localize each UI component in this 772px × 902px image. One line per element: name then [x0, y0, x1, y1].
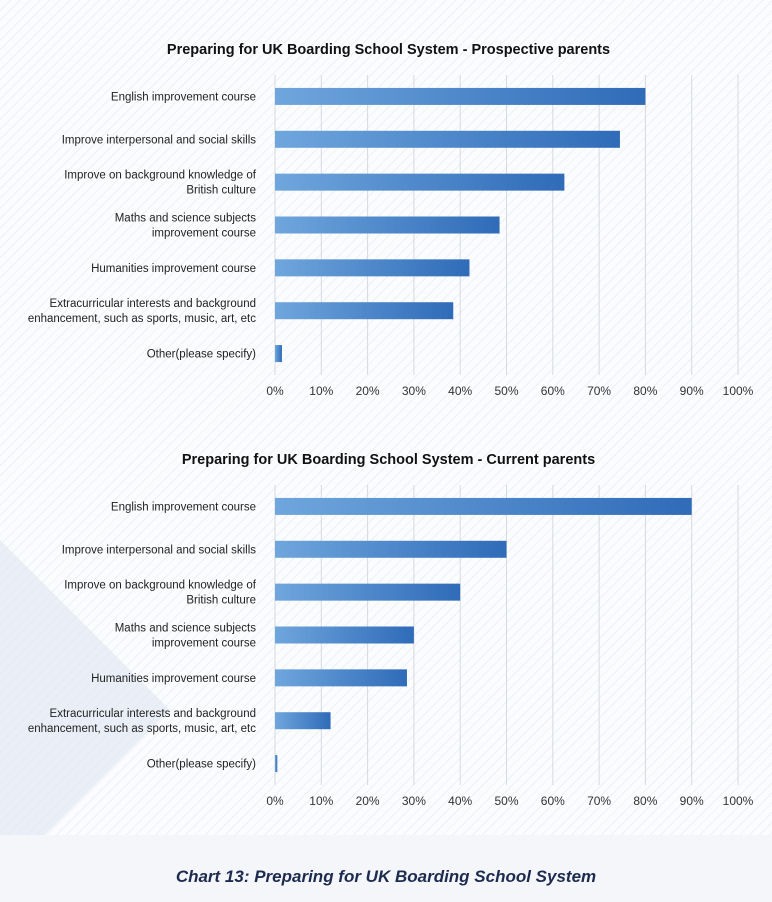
- category-label: Extracurricular interests and background…: [28, 708, 256, 735]
- category-label: Improve interpersonal and social skills: [62, 134, 257, 146]
- x-tick-label: 50%: [494, 794, 518, 808]
- x-tick-label: 20%: [356, 384, 380, 398]
- category-label: Humanities improvement course: [91, 263, 256, 275]
- x-tick-label: 0%: [266, 384, 284, 398]
- chart-svg: Preparing for UK Boarding School System …: [28, 42, 754, 398]
- x-tick-label: 0%: [266, 794, 284, 808]
- x-tick-label: 40%: [448, 794, 472, 808]
- x-tick-label: 30%: [402, 794, 426, 808]
- bar: [275, 259, 470, 277]
- bar: [275, 583, 461, 601]
- chart-title: Preparing for UK Boarding School System …: [167, 42, 610, 58]
- current-parents-chart: Preparing for UK Boarding School System …: [0, 440, 772, 840]
- x-tick-label: 100%: [723, 794, 754, 808]
- x-tick-label: 90%: [680, 384, 704, 398]
- category-label: Maths and science subjects improvement co…: [115, 213, 257, 240]
- bar: [275, 669, 407, 687]
- bar: [275, 130, 620, 148]
- chart-caption: Chart 13: Preparing for UK Boarding Scho…: [175, 867, 597, 886]
- x-tick-label: 30%: [402, 384, 426, 398]
- bar: [275, 540, 507, 558]
- x-tick-label: 10%: [309, 794, 333, 808]
- bar: [275, 87, 646, 105]
- category-label: Improve on background knowledge of Britis…: [64, 170, 257, 197]
- x-tick-label: 90%: [680, 794, 704, 808]
- bar: [275, 626, 414, 644]
- category-label: Other(please specify): [147, 349, 256, 361]
- decorative-shape: [0, 540, 170, 880]
- x-tick-label: 60%: [541, 384, 565, 398]
- bar: [275, 216, 500, 234]
- x-tick-label: 100%: [723, 384, 754, 398]
- category-label: Extracurricular interests and background…: [28, 298, 256, 325]
- chart-title: Preparing for UK Boarding School System …: [182, 452, 595, 468]
- category-label: Maths and science subjects improvement co…: [115, 623, 257, 650]
- x-tick-label: 50%: [494, 384, 518, 398]
- caption-strip: [0, 835, 772, 902]
- bar: [275, 173, 565, 191]
- bar: [275, 345, 282, 363]
- x-tick-label: 80%: [633, 794, 657, 808]
- bar: [275, 755, 278, 773]
- x-tick-label: 60%: [541, 794, 565, 808]
- bar: [275, 712, 331, 730]
- x-tick-label: 20%: [356, 794, 380, 808]
- x-tick-label: 10%: [309, 384, 333, 398]
- chart-svg: Preparing for UK Boarding School System …: [28, 452, 754, 808]
- category-label: English improvement course: [111, 91, 256, 103]
- x-tick-label: 70%: [587, 384, 611, 398]
- x-tick-label: 40%: [448, 384, 472, 398]
- bar: [275, 497, 692, 515]
- category-label: Humanities improvement course: [91, 673, 256, 685]
- bar: [275, 302, 454, 320]
- category-label: Improve interpersonal and social skills: [62, 544, 257, 556]
- x-tick-label: 70%: [587, 794, 611, 808]
- category-label: Improve on background knowledge of Britis…: [64, 580, 257, 607]
- category-label: English improvement course: [111, 501, 256, 513]
- x-tick-label: 80%: [633, 384, 657, 398]
- category-label: Other(please specify): [147, 759, 256, 771]
- prospective-parents-chart: Preparing for UK Boarding School System …: [0, 30, 772, 430]
